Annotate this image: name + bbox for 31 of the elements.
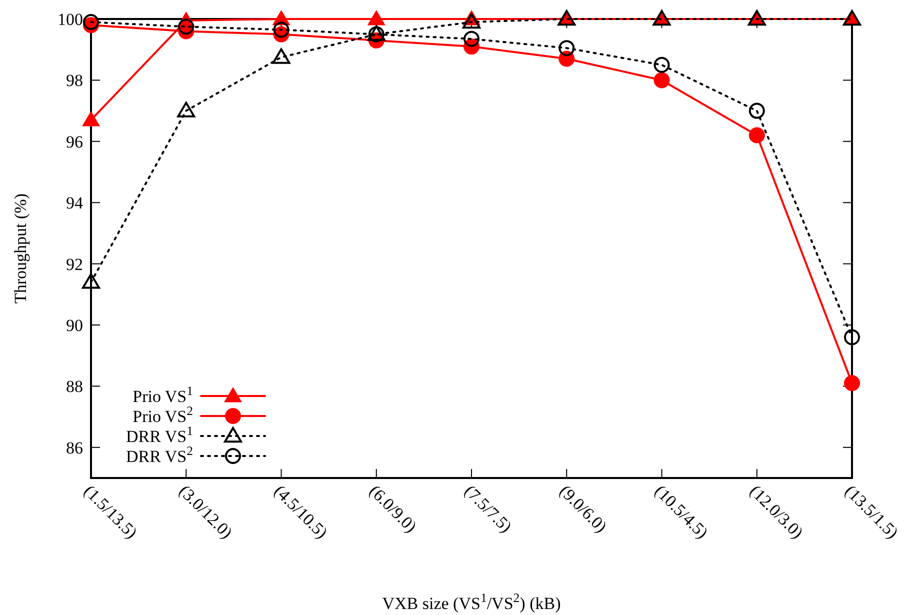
point <box>82 273 100 289</box>
point <box>748 102 765 119</box>
point <box>178 18 194 35</box>
y-tick-label: 100 <box>58 10 83 29</box>
point <box>272 48 290 64</box>
x-axis-title: VXB size (VS$^{1}$/VS$^{2}$) (kB) <box>382 591 561 613</box>
y-tick-label: 92 <box>66 254 83 274</box>
y-tick-label: 96 <box>66 132 83 152</box>
point <box>464 30 480 47</box>
y-tick-label: 94 <box>66 194 84 213</box>
point <box>82 110 100 126</box>
point <box>83 14 99 30</box>
point <box>844 329 860 346</box>
legend-label: DRR VS$^{2}$ <box>126 444 193 466</box>
point <box>462 13 480 29</box>
y-tick-label: 88 <box>66 377 83 396</box>
point <box>558 40 575 56</box>
point <box>654 56 670 73</box>
point <box>273 22 290 38</box>
legend-label: Prio VS$^{2}$ <box>132 404 193 426</box>
point <box>748 127 765 144</box>
y-axis-title: Throughput (%) <box>11 193 30 304</box>
legend-label: DRR VS$^{1}$ <box>126 424 193 446</box>
y-tick-label: 90 <box>66 316 83 335</box>
point <box>177 102 196 118</box>
point <box>844 375 860 392</box>
y-tick-label: 86 <box>66 438 83 458</box>
point <box>367 10 386 26</box>
y-tick-label: 98 <box>66 71 83 90</box>
point <box>654 72 670 88</box>
legend-label: Prio VS$^{1}$ <box>132 384 193 406</box>
